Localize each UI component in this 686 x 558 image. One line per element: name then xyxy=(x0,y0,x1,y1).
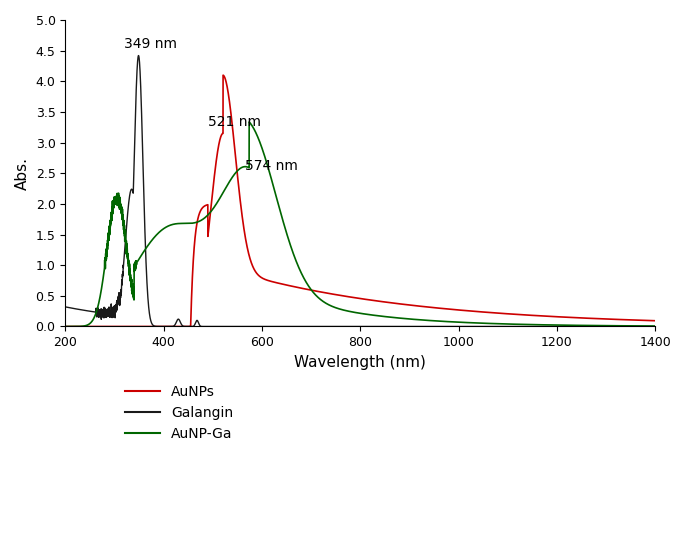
Text: 574 nm: 574 nm xyxy=(245,159,298,173)
Text: 521 nm: 521 nm xyxy=(208,115,261,129)
Legend: AuNPs, Galangin, AuNP-Ga: AuNPs, Galangin, AuNP-Ga xyxy=(119,379,239,446)
Text: 349 nm: 349 nm xyxy=(124,37,177,51)
X-axis label: Wavelength (nm): Wavelength (nm) xyxy=(294,355,426,370)
Y-axis label: Abs.: Abs. xyxy=(15,157,30,190)
